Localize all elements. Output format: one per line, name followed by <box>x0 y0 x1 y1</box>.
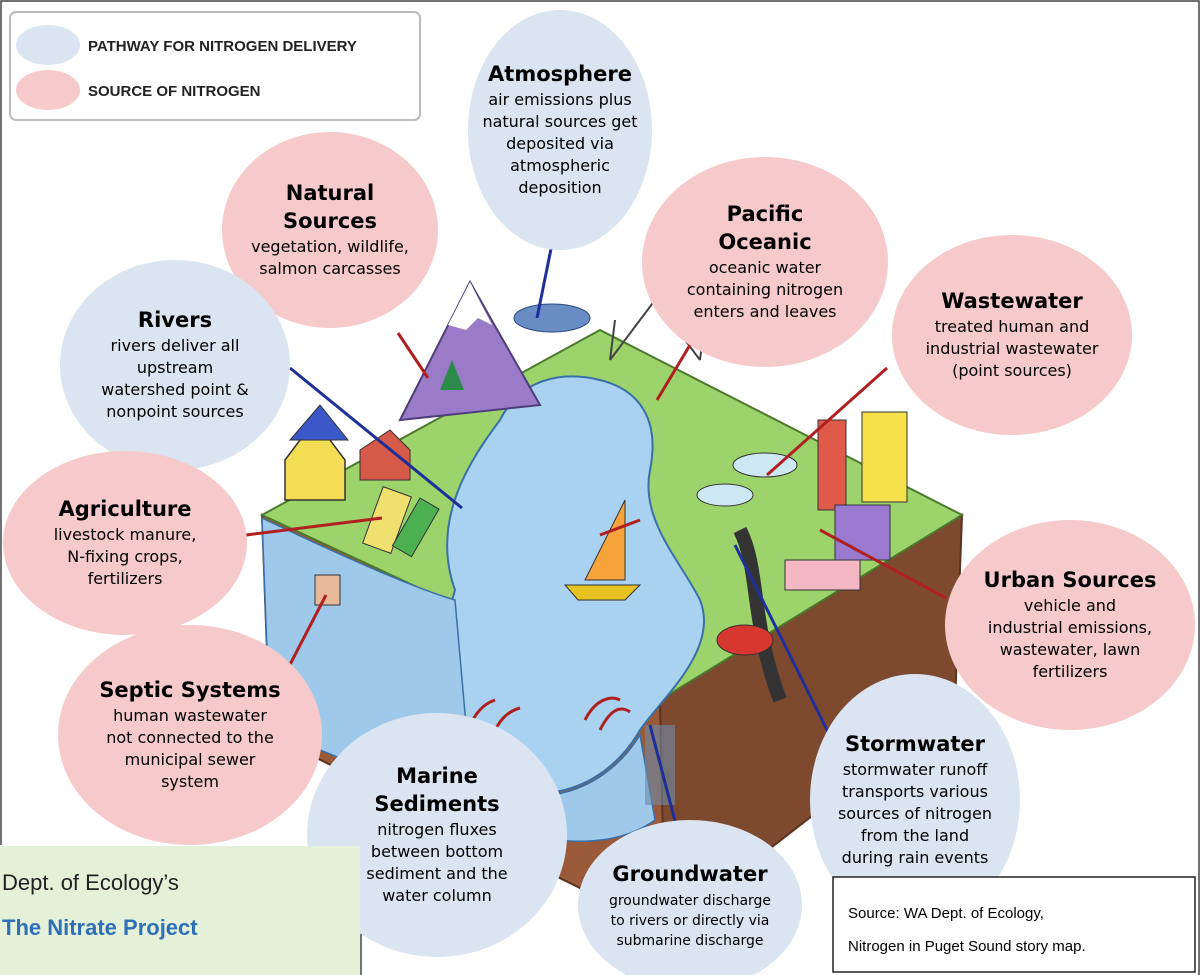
legend-swatch <box>16 70 80 110</box>
node-description: sediment and the <box>366 864 507 883</box>
node: Pacific Oceanic oceanic water containing ni… <box>642 157 888 367</box>
node-description: livestock manure, <box>54 525 197 544</box>
node-description: between bottom <box>371 842 503 861</box>
attribution-project: The Nitrate Project <box>2 915 198 940</box>
node-description: vegetation, wildlife, <box>251 237 409 256</box>
source-text: Nitrogen in Puget Sound story map. <box>848 938 1086 955</box>
septic-tank <box>315 575 340 605</box>
node-description: containing nitrogen <box>687 280 843 299</box>
node-description: deposition <box>518 178 601 197</box>
house-roof <box>290 405 348 440</box>
node-description: enters and leaves <box>693 302 836 321</box>
node-description: watershed point & <box>101 380 249 399</box>
node-description: natural sources get <box>482 112 637 131</box>
node-title: Groundwater <box>612 862 768 886</box>
node-description: treated human and <box>935 317 1090 336</box>
node-description: nonpoint sources <box>106 402 243 421</box>
tower <box>818 420 846 510</box>
node-title: Rivers <box>138 308 212 332</box>
node-description: air emissions plus <box>488 90 631 109</box>
node-description: water column <box>382 886 492 905</box>
connector <box>398 333 428 378</box>
attribution-org: Dept. of Ecology’s <box>2 870 179 895</box>
node-title: Sediments <box>374 792 499 816</box>
node-title: Sources <box>283 209 377 233</box>
node-description: (point sources) <box>952 361 1072 380</box>
node-description: from the land <box>861 826 969 845</box>
node-title: Wastewater <box>941 289 1083 313</box>
node-title: Urban Sources <box>984 568 1157 592</box>
legend: PATHWAY FOR NITROGEN DELIVERY SOURCE OF … <box>10 12 420 120</box>
node-description: submarine discharge <box>616 933 763 949</box>
node-title: Oceanic <box>718 230 811 254</box>
building <box>785 560 860 590</box>
node: Rivers rivers deliver all upstream watershe… <box>60 260 290 470</box>
node-description: salmon carcasses <box>259 259 400 278</box>
node-title: Pacific <box>727 202 804 226</box>
node: Urban Sources vehicle and industrial emiss… <box>945 520 1195 730</box>
node-description: nitrogen fluxes <box>377 820 496 839</box>
node: Septic Systems human wastewater not connec… <box>58 625 322 845</box>
node-description: vehicle and <box>1024 596 1116 615</box>
node-description: transports various <box>842 782 988 801</box>
node-description: human wastewater <box>113 706 267 725</box>
node-description: not connected to the <box>106 728 274 747</box>
node-title: Atmosphere <box>488 62 632 86</box>
node-description: industrial emissions, <box>988 618 1152 637</box>
cloud <box>514 304 590 332</box>
node-description: groundwater discharge <box>609 893 771 909</box>
node-description: municipal sewer <box>125 750 256 769</box>
node-description: upstream <box>137 358 213 377</box>
source-text: Source: WA Dept. of Ecology, <box>848 905 1044 922</box>
legend-label: PATHWAY FOR NITROGEN DELIVERY <box>88 38 357 55</box>
node-title: Septic Systems <box>99 678 280 702</box>
node: Wastewater treated human and industrial wa… <box>892 235 1132 435</box>
treatment-tank <box>697 484 753 506</box>
node-description: deposited via <box>506 134 614 153</box>
legend-box <box>10 12 420 120</box>
legend-label: SOURCE OF NITROGEN <box>88 83 261 100</box>
building <box>862 412 907 502</box>
node-description: sources of nitrogen <box>838 804 992 823</box>
source-box <box>833 877 1195 972</box>
node-title: Natural <box>286 181 374 205</box>
legend-swatch <box>16 25 80 65</box>
node-description: N-fixing crops, <box>67 547 183 566</box>
node-description: system <box>161 772 219 791</box>
node-title: Agriculture <box>58 497 191 521</box>
node-description: wastewater, lawn <box>1000 640 1141 659</box>
node-description: atmospheric <box>510 156 610 175</box>
node-description: to rivers or directly via <box>611 913 770 929</box>
node: Agriculture livestock manure, N-fixing cro… <box>3 451 247 635</box>
attribution-box <box>0 846 360 975</box>
node-description: oceanic water <box>709 258 822 277</box>
node-description: fertilizers <box>1033 662 1108 681</box>
node-description: rivers deliver all <box>111 336 240 355</box>
node-description: industrial wastewater <box>926 339 1099 358</box>
node: Atmosphere air emissions plus natural sour… <box>468 10 652 250</box>
diagram: PATHWAY FOR NITROGEN DELIVERY SOURCE OF … <box>0 0 1201 975</box>
car <box>717 625 773 655</box>
node-description: stormwater runoff <box>843 760 989 779</box>
node-description: fertilizers <box>88 569 163 588</box>
node-description: during rain events <box>842 848 989 867</box>
node-title: Marine <box>396 764 478 788</box>
node-title: Stormwater <box>845 732 986 756</box>
